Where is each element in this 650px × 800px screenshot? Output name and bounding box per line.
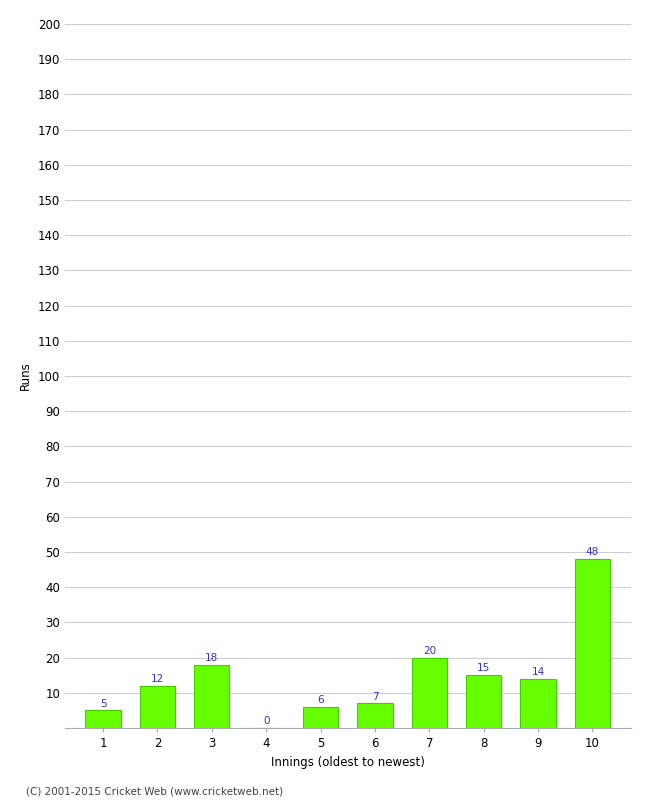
Text: (C) 2001-2015 Cricket Web (www.cricketweb.net): (C) 2001-2015 Cricket Web (www.cricketwe… [26, 786, 283, 796]
Text: 20: 20 [422, 646, 436, 656]
Bar [140, 686, 175, 728]
Bar [466, 675, 501, 728]
Text: 12: 12 [151, 674, 164, 684]
Text: 5: 5 [99, 698, 107, 709]
Bar [358, 703, 393, 728]
Bar [194, 665, 229, 728]
Text: 6: 6 [317, 695, 324, 705]
Y-axis label: Runs: Runs [20, 362, 32, 390]
Text: 18: 18 [205, 653, 218, 663]
Bar [303, 707, 338, 728]
X-axis label: Innings (oldest to newest): Innings (oldest to newest) [271, 755, 424, 769]
Text: 7: 7 [372, 691, 378, 702]
Text: 48: 48 [586, 547, 599, 558]
Bar [85, 710, 121, 728]
Text: 14: 14 [532, 667, 545, 677]
Bar [575, 559, 610, 728]
Bar [411, 658, 447, 728]
Text: 15: 15 [477, 663, 490, 674]
Text: 0: 0 [263, 716, 270, 726]
Bar [521, 678, 556, 728]
